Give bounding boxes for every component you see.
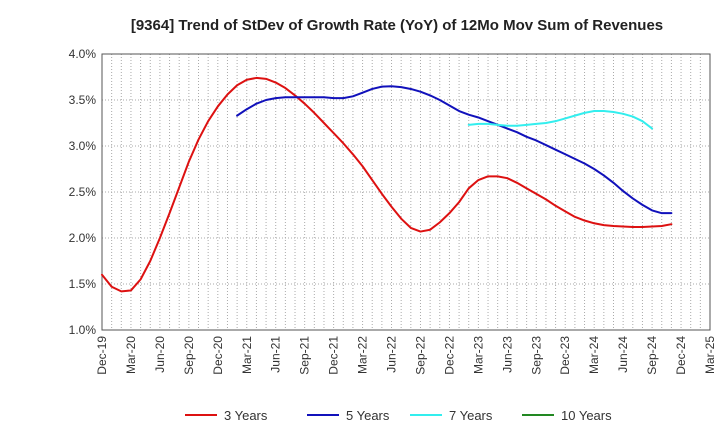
y-axis: 1.0% 1.5% 2.0% 2.5% 3.0% 3.5% 4.0%: [69, 47, 97, 337]
y-tick-label: 1.5%: [69, 277, 97, 291]
x-tick-label: Dec-22: [442, 336, 456, 375]
series-line-5-years: [236, 85, 673, 215]
series-line-7-years: [467, 110, 654, 130]
x-tick-label: Mar-22: [356, 336, 370, 374]
x-tick-label: Dec-20: [211, 336, 225, 375]
x-tick-label: Mar-24: [587, 336, 601, 374]
plot-frame: [101, 53, 711, 331]
legend: 3 Years 5 Years 7 Years 10 Years: [185, 408, 612, 423]
x-tick-label: Jun-22: [385, 336, 399, 373]
x-tick-label: Mar-23: [471, 336, 485, 374]
x-tick-label: Dec-21: [327, 336, 341, 375]
x-tick-label: Jun-20: [153, 336, 167, 373]
x-tick-label: Mar-25: [703, 336, 717, 374]
x-tick-label: Sep-21: [298, 336, 312, 375]
x-tick-label: Sep-22: [413, 336, 427, 375]
y-tick-label: 4.0%: [69, 47, 97, 61]
x-tick-label: Sep-23: [529, 336, 543, 375]
y-tick-label: 2.0%: [69, 231, 97, 245]
x-tick-label: Sep-24: [645, 336, 659, 375]
x-tick-label: Sep-20: [182, 336, 196, 375]
x-tick-label: Jun-24: [616, 336, 630, 373]
y-tick-label: 2.5%: [69, 185, 97, 199]
series-layer: [101, 76, 673, 293]
chart-title: [9364] Trend of StDev of Growth Rate (Yo…: [131, 17, 663, 34]
x-tick-label: Dec-19: [95, 336, 109, 375]
x-tick-label: Mar-21: [240, 336, 254, 374]
x-tick-label: Dec-23: [558, 336, 572, 375]
x-tick-label: Dec-24: [674, 336, 688, 375]
x-tick-label: Jun-23: [500, 336, 514, 373]
legend-label: 3 Years: [224, 408, 268, 423]
y-tick-label: 3.0%: [69, 139, 97, 153]
x-axis: Dec-19 Mar-20 Jun-20 Sep-20 Dec-20 Mar-21 Jun-…: [95, 336, 717, 375]
series-line-3-years: [101, 76, 673, 293]
x-tick-label: Jun-21: [269, 336, 283, 373]
y-tick-label: 1.0%: [69, 323, 97, 337]
legend-label: 10 Years: [561, 408, 612, 423]
grid: [102, 54, 710, 330]
y-tick-label: 3.5%: [69, 93, 97, 107]
legend-label: 7 Years: [449, 408, 493, 423]
x-tick-label: Mar-20: [124, 336, 138, 374]
legend-label: 5 Years: [346, 408, 390, 423]
